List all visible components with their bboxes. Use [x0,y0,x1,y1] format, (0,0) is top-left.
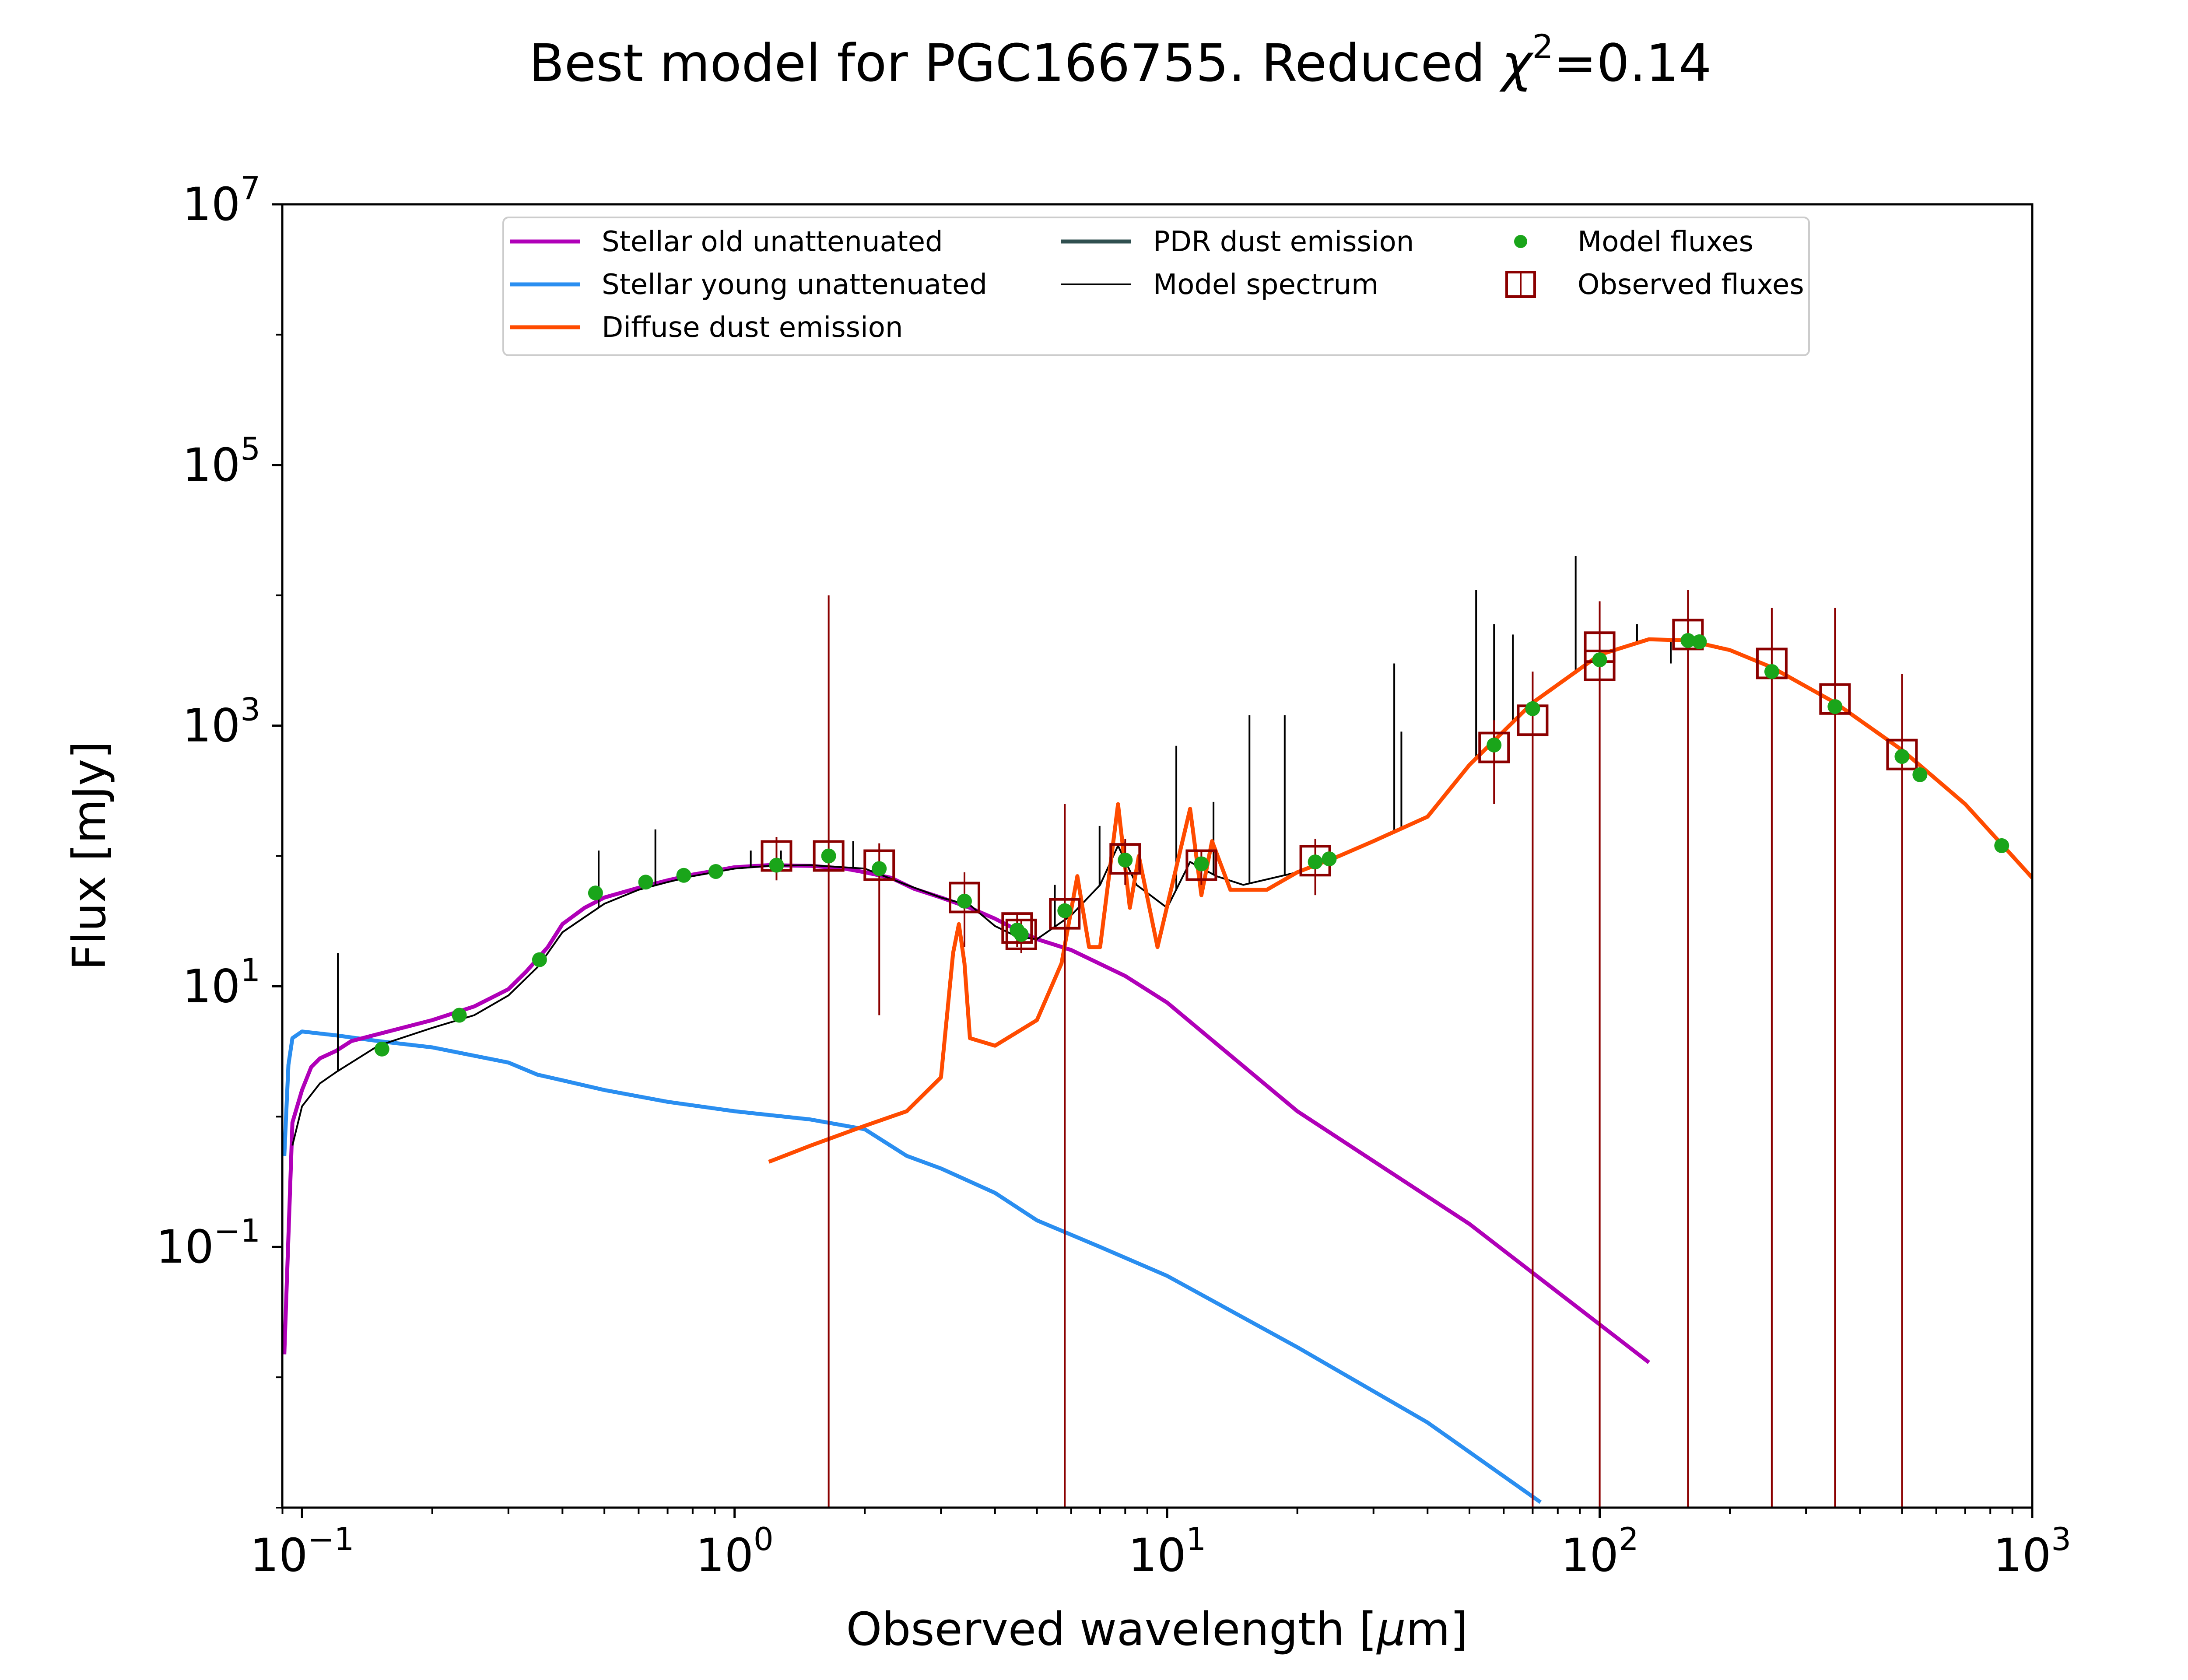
series-line-stellar-young [282,1029,1542,1504]
x-tick-label: 103 [1993,1521,2071,1582]
observed-flux-marker [1672,619,1704,651]
model-flux-point [1894,749,1910,764]
legend: Stellar old unattenuated Stellar young un… [502,217,1810,356]
legend-handle-5 [1514,235,1527,248]
model-flux-point [1057,903,1073,918]
observed-flux-marker [813,840,845,872]
model-flux-point [1764,664,1779,679]
observed-flux-marker [1005,918,1037,950]
plot-frame [281,203,2034,1509]
model-flux-point [1912,767,1928,782]
observed-flux-marker [949,882,981,914]
model-flux-point [1308,854,1323,870]
y-tick-label: 10−1 [156,1212,260,1274]
model-flux-point [1592,652,1607,668]
model-flux-point [1322,851,1337,867]
model-flux-point [1680,633,1696,648]
model-flux-point [588,886,603,901]
x-tick-label: 102 [1560,1521,1638,1582]
model-flux-point [1692,634,1707,649]
observed-flux-marker [1001,912,1033,944]
model-flux-point [872,861,887,876]
series-line-stellar-old [282,863,1650,1364]
x-tick-label: 10−1 [250,1521,354,1582]
model-flux-point [532,952,547,967]
legend-box [502,217,1810,356]
observed-flux-marker [1584,649,1616,681]
observed-flux-marker [1109,843,1141,875]
plot-area [282,556,2032,1508]
axes: 10−1 100 101 102 103 10−1 101 103 105 107 [156,170,2072,1582]
y-tick-label: 103 [182,691,260,752]
observed-flux-marker [1478,732,1510,763]
model-flux-point [957,893,972,909]
legend-label: Model fluxes [1578,226,1753,258]
x-tick-label: 101 [1128,1521,1206,1582]
legend-label: Stellar old unattenuated [602,226,943,258]
y-axis-title: Flux [mJy] [63,741,116,970]
x-axis-title: Observed wavelength [μm] [846,1603,1468,1656]
model-flux-point [1487,737,1502,752]
model-flux-point [1013,927,1029,942]
model-flux-point [374,1041,389,1057]
x-tick-label: 100 [696,1521,774,1582]
series-line-diffuse-dust [768,637,2032,1164]
y-tick-label: 105 [182,430,260,492]
observed-flux-marker [1185,849,1217,881]
legend-label: PDR dust emission [1153,226,1414,258]
legend-label: Observed fluxes [1578,269,1804,301]
model-flux-point [1194,856,1209,872]
model-flux-point [1827,699,1843,714]
model-flux-point [1525,701,1540,716]
legend-label: Stellar young unattenuated [602,269,987,301]
model-flux-point [676,868,691,883]
legend-label: Diffuse dust emission [602,312,903,344]
observed-flux-marker [1886,738,1918,770]
model-flux-point [1118,852,1133,868]
observed-flux-marker [863,849,895,881]
model-flux-point [769,858,784,873]
y-tick-label: 101 [182,952,260,1013]
model-flux-point [1994,838,2009,853]
model-flux-point [708,864,723,879]
y-tick-label: 107 [182,170,260,231]
chart-title: Best model for PGC166755. Reduced χ2=0.1… [529,27,1712,93]
model-flux-point [821,848,836,864]
model-flux-point [638,875,653,890]
legend-label: Model spectrum [1153,269,1378,301]
model-flux-point [452,1008,467,1023]
observed-flux-marker [1049,898,1081,930]
